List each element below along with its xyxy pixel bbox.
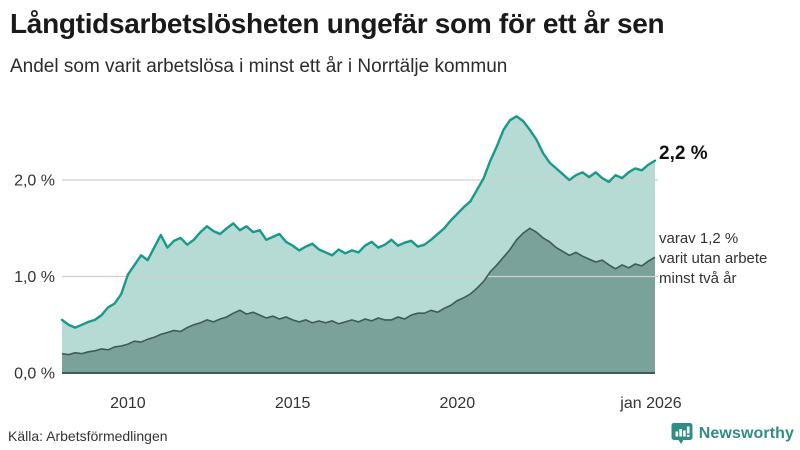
x-tick-label: 2020 bbox=[440, 395, 476, 412]
x-tick-label: 2010 bbox=[110, 395, 146, 412]
secondary-label-line3: minst två år bbox=[659, 270, 737, 287]
secondary-label-line2: varit utan arbete bbox=[659, 250, 768, 267]
x-axis-tick-labels: 2010 2015 2020 jan 2026 bbox=[110, 395, 682, 412]
secondary-label-line1: varav 1,2 % bbox=[659, 230, 739, 247]
area-fill-two-years bbox=[62, 228, 655, 373]
newsworthy-icon bbox=[671, 423, 693, 444]
x-tick-label: 2015 bbox=[275, 395, 311, 412]
series-line-two-years bbox=[61, 227, 656, 356]
y-tick-label: 2,0 % bbox=[14, 173, 55, 190]
gridlines bbox=[62, 179, 658, 278]
page-subtitle: Andel som varit arbetslösa i minst ett å… bbox=[10, 56, 508, 77]
brand-name: Newsworthy bbox=[698, 424, 794, 442]
y-tick-label: 1,0 % bbox=[14, 269, 55, 286]
source-attribution: Källa: Arbetsförmedlingen bbox=[8, 428, 168, 444]
page-title: Långtidsarbetslösheten ungefär som för e… bbox=[10, 8, 665, 39]
end-value-label-primary: 2,2 % bbox=[659, 143, 708, 164]
series-line-one-year bbox=[60, 115, 657, 329]
y-axis-tick-labels: 0,0 % 1,0 % 2,0 % bbox=[14, 173, 55, 383]
x-tick-label: jan 2026 bbox=[619, 395, 681, 412]
brand-logo: Newsworthy bbox=[671, 422, 794, 445]
y-tick-label: 0,0 % bbox=[14, 366, 55, 383]
end-value-label-secondary: varav 1,2 % varit utan arbete minst två … bbox=[659, 229, 799, 289]
